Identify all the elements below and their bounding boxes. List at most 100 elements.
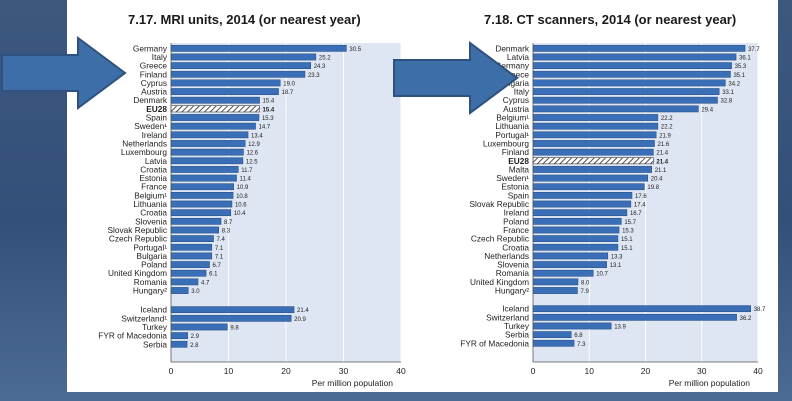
mri-category-label: France: [141, 182, 167, 192]
mri-value-label: 21.4: [297, 308, 309, 314]
mri-value-label: 3.0: [191, 289, 200, 295]
mri-category-label: Germany: [133, 43, 168, 53]
mri-value-label: 11.7: [241, 168, 253, 174]
ct-category-label: Belgium¹: [496, 113, 529, 123]
mri-value-label: 25.2: [319, 55, 331, 61]
mri-value-label: 10.4: [234, 211, 246, 217]
mri-value-label: 10.6: [235, 203, 247, 209]
ct-value-label: 13.3: [611, 254, 623, 260]
mri-value-label: 7.1: [215, 246, 224, 252]
mri-category-label: Latvia: [145, 156, 168, 166]
mri-category-label: Greece: [140, 61, 168, 71]
ct-value-label: 21.4: [656, 151, 668, 157]
ct-value-label: 35.3: [735, 64, 747, 70]
mri-x-tick-label: 40: [396, 366, 406, 376]
mri-category-label: FYR of Macedonia: [98, 331, 167, 341]
ct-x-axis-label: Per million population: [669, 378, 751, 388]
ct-x-tick-label: 20: [641, 366, 651, 376]
ct-value-label: 15.3: [622, 228, 634, 234]
mri-value-label: 23.3: [308, 73, 320, 79]
ct-bar: [532, 235, 619, 242]
ct-value-label: 20.4: [651, 177, 663, 183]
ct-bar: [532, 226, 620, 234]
mri-category-label: Netherlands: [122, 138, 167, 148]
ct-category-label: EU28: [508, 156, 529, 166]
ct-category-label: Poland: [503, 216, 529, 226]
mri-value-label: 2.9: [191, 334, 200, 340]
ct-value-label: 15.1: [621, 246, 633, 252]
mri-value-label: 24.3: [314, 64, 326, 70]
ct-bar: [532, 209, 628, 217]
mri-category-label: Lithuania: [133, 199, 167, 209]
mri-category-label: Luxembourg: [121, 147, 168, 157]
ct-x-tick-label: 30: [697, 366, 707, 376]
ct-bar: [532, 148, 654, 156]
mri-value-label: 2.8: [190, 343, 199, 349]
mri-value-label: 30.5: [349, 47, 361, 53]
mri-category-label: Croatia: [140, 164, 167, 174]
mri-category-label: Slovak Republic: [108, 225, 168, 235]
ct-bar: [532, 192, 633, 199]
mri-category-label: Spain: [146, 113, 168, 123]
ct-category-label: Iceland: [502, 304, 529, 314]
mri-x-axis-label: Per million population: [312, 378, 394, 388]
mri-category-label: Sweden¹: [134, 121, 167, 131]
ct-bar: [532, 278, 579, 286]
ct-value-label: 15.7: [624, 220, 636, 226]
ct-bar: [532, 174, 648, 182]
mri-value-label: 12.5: [246, 159, 258, 165]
right-arrow-icon: [393, 41, 519, 115]
ct-category-label: FYR of Macedonia: [460, 338, 529, 348]
ct-category-label: Finland: [502, 147, 530, 157]
mri-value-label: 11.4: [240, 177, 252, 183]
ct-bar: [532, 140, 655, 147]
ct-category-label: Latvia: [507, 52, 530, 62]
mri-category-label: Turkey: [142, 322, 168, 332]
ct-value-label: 15.1: [621, 237, 633, 243]
mri-value-label: 19.0: [283, 81, 295, 87]
ct-category-label: Switzerland: [486, 312, 529, 322]
ct-value-label: 21.4: [656, 159, 668, 165]
ct-category-label: France: [503, 225, 529, 235]
ct-category-label: Bulgaria: [499, 78, 530, 88]
mri-value-label: 12.9: [248, 142, 260, 148]
mri-value-label: 15.4: [263, 99, 275, 105]
mri-category-label: Finland: [140, 69, 168, 79]
ct-bar: [532, 105, 699, 113]
ct-value-label: 21.9: [659, 133, 671, 139]
ct-bar: [532, 114, 659, 121]
ct-category-label: Italy: [514, 87, 530, 97]
mri-category-label: Hungary²: [133, 286, 167, 296]
mri-value-label: 15.4: [263, 107, 275, 113]
ct-category-label: Czech Republic: [471, 234, 529, 244]
ct-category-label: United Kingdom: [470, 277, 529, 287]
mri-category-label: Italy: [152, 52, 168, 62]
ct-value-label: 13.9: [614, 324, 626, 330]
ct-category-label: Malta: [509, 164, 530, 174]
ct-value-label: 10.7: [596, 272, 608, 278]
mri-category-label: Slovenia: [135, 216, 167, 226]
ct-value-label: 35.1: [733, 73, 745, 79]
ct-value-label: 7.3: [577, 342, 586, 348]
ct-category-label: Ireland: [504, 208, 530, 218]
ct-value-label: 22.2: [661, 116, 673, 122]
ct-value-label: 34.2: [728, 81, 740, 87]
mri-category-label: Estonia: [139, 173, 167, 183]
ct-value-label: 8.0: [581, 280, 590, 286]
mri-value-label: 15.3: [262, 116, 274, 122]
mri-category-label: Iceland: [140, 305, 167, 315]
mri-value-label: 6.7: [213, 263, 222, 269]
left-arrow-icon: [1, 36, 127, 110]
mri-category-label: Romania: [134, 277, 168, 287]
ct-value-label: 21.6: [658, 142, 670, 148]
mri-value-label: 10.9: [237, 185, 249, 191]
mri-category-label: Czech Republic: [109, 234, 167, 244]
mri-category-label: Croatia: [140, 208, 167, 218]
ct-category-label: Denmark: [495, 43, 530, 53]
ct-bar: [532, 96, 718, 104]
mri-value-label: 14.7: [259, 125, 271, 131]
ct-value-label: 29.4: [701, 107, 713, 113]
ct-bar: [532, 305, 751, 313]
ct-bar: [532, 261, 607, 268]
ct-category-label: Cyprus: [503, 95, 529, 105]
